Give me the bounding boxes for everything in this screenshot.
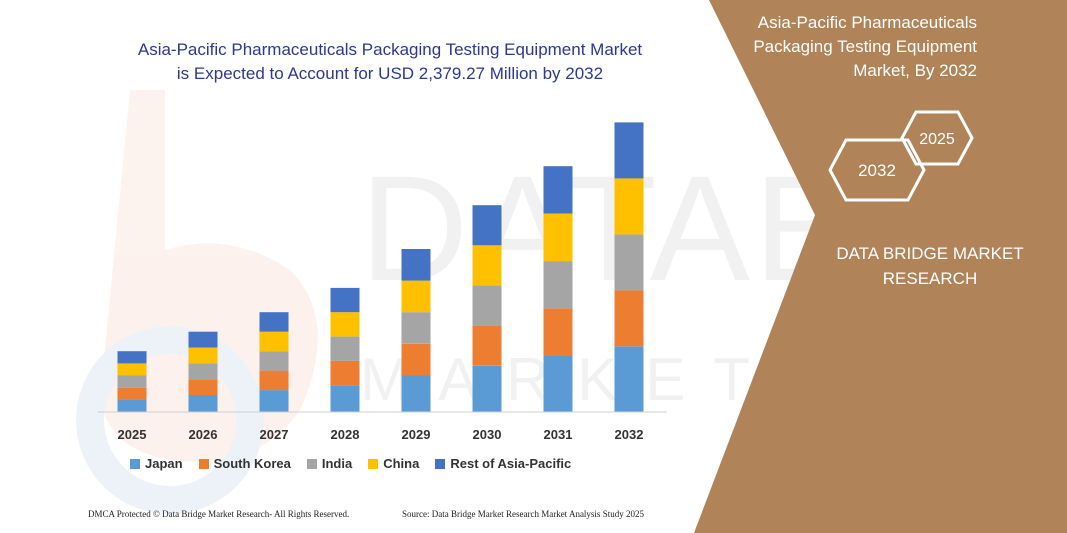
- bar-segment-japan-2028: [330, 385, 360, 412]
- bar-segment-japan-2030: [472, 365, 502, 412]
- bar-segment-japan-2029: [401, 375, 431, 412]
- legend-label-rest-of-asia-pacific: Rest of Asia-Pacific: [450, 456, 572, 471]
- bar-segment-japan-2025: [117, 399, 147, 412]
- bar-segment-south-korea-2027: [259, 370, 289, 391]
- legend-swatch-india: [306, 458, 317, 469]
- badge-2025-hexagon: [900, 110, 974, 166]
- bar-segment-china-2031: [543, 213, 573, 262]
- bar-segment-south-korea-2032: [614, 290, 644, 347]
- bar-segment-rest-of-asia-pacific-2032: [614, 122, 644, 179]
- bar-segment-south-korea-2025: [117, 387, 147, 400]
- bar-segment-rest-of-asia-pacific-2026: [188, 331, 218, 348]
- bar-segment-china-2026: [188, 347, 218, 364]
- footer-copyright: DMCA Protected © Data Bridge Market Rese…: [88, 509, 350, 519]
- bar-segment-rest-of-asia-pacific-2030: [472, 205, 502, 246]
- bar-segment-india-2030: [472, 285, 502, 326]
- bar-segment-japan-2031: [543, 356, 573, 412]
- side-panel-background: [694, 0, 1067, 533]
- bar-segment-china-2028: [330, 312, 360, 337]
- chart-title-line-2: is Expected to Account for USD 2,379.27 …: [176, 64, 604, 83]
- bar-segment-india-2026: [188, 363, 218, 380]
- bar-segment-rest-of-asia-pacific-2031: [543, 166, 573, 214]
- bar-segment-rest-of-asia-pacific-2028: [330, 287, 360, 313]
- plot-area: 2025 2026 2027 2028 2029 2030 2031 2032: [117, 122, 644, 442]
- badge-2032-hexagon: [828, 138, 926, 202]
- side-panel-title-line-1: Asia-Pacific Pharmaceuticals: [757, 13, 977, 32]
- bar-segment-south-korea-2026: [188, 379, 218, 395]
- legend-swatch-japan: [130, 458, 140, 469]
- bar-segment-china-2032: [614, 178, 644, 235]
- bar-segment-india-2025: [117, 375, 147, 388]
- legend-item-china: China: [368, 456, 419, 471]
- legend-label-japan: Japan: [145, 456, 183, 471]
- bar-segment-south-korea-2029: [401, 343, 431, 376]
- bar-segment-india-2031: [543, 261, 573, 309]
- x-tick-label-2031: 2031: [544, 427, 573, 442]
- legend-item-south-korea: South Korea: [198, 456, 291, 471]
- bar-segment-china-2029: [401, 280, 431, 313]
- side-panel-title-line-2: Packaging Testing Equipment: [753, 37, 977, 56]
- bar-segment-japan-2026: [188, 395, 218, 412]
- x-tick-label-2026: 2026: [189, 427, 218, 442]
- bar-segment-south-korea-2028: [330, 360, 360, 386]
- bar-segment-japan-2027: [259, 390, 289, 412]
- bar-segment-south-korea-2031: [543, 308, 573, 356]
- bar-segment-rest-of-asia-pacific-2027: [259, 312, 289, 332]
- bar-segment-india-2029: [401, 312, 431, 344]
- chart-legend: Japan South Korea India China Rest of As…: [130, 456, 571, 471]
- bar-segment-china-2025: [117, 363, 147, 376]
- side-panel-title: Asia-Pacific Pharmaceuticals Packaging T…: [657, 11, 977, 83]
- legend-swatch-south-korea: [198, 458, 209, 469]
- bar-segment-japan-2032: [614, 346, 644, 412]
- x-tick-label-2030: 2030: [473, 427, 502, 442]
- x-tick-label-2027: 2027: [260, 427, 289, 442]
- x-tick-label-2029: 2029: [402, 427, 431, 442]
- chart-title: Asia-Pacific Pharmaceuticals Packaging T…: [80, 38, 700, 86]
- brand-name: DATA BRIDGE MARKET RESEARCH: [820, 241, 1040, 291]
- badge-2025-label: 2025: [919, 131, 955, 148]
- bar-segment-china-2027: [259, 331, 289, 352]
- side-panel-title-line-3: Market, By 2032: [853, 61, 977, 80]
- brand-name-line-2: RESEARCH: [882, 269, 978, 288]
- chart-title-line-1: Asia-Pacific Pharmaceuticals Packaging T…: [137, 40, 643, 59]
- watermark-logo-ring: [76, 326, 264, 514]
- footer-source: Source: Data Bridge Market Research Mark…: [402, 509, 644, 519]
- legend-label-india: India: [321, 456, 353, 471]
- bar-segment-india-2028: [330, 336, 360, 361]
- x-tick-label-2028: 2028: [331, 427, 360, 442]
- bar-segment-south-korea-2030: [472, 325, 502, 366]
- x-tick-label-2025: 2025: [118, 427, 147, 442]
- badge-2032-label: 2032: [858, 161, 896, 180]
- bar-segment-india-2027: [259, 351, 289, 371]
- legend-swatch-rest-of-asia-pacific: [435, 458, 446, 469]
- legend-label-china: China: [383, 456, 420, 471]
- bar-segment-rest-of-asia-pacific-2025: [117, 351, 147, 364]
- legend-item-rest-of-asia-pacific: Rest of Asia-Pacific: [435, 456, 571, 471]
- bar-segment-india-2032: [614, 234, 644, 291]
- legend-swatch-china: [368, 458, 379, 469]
- bar-segment-rest-of-asia-pacific-2029: [401, 249, 431, 281]
- legend-item-india: India: [306, 456, 353, 471]
- legend-item-japan: Japan: [130, 456, 183, 471]
- bar-segment-china-2030: [472, 245, 502, 286]
- x-tick-label-2032: 2032: [615, 427, 644, 442]
- brand-name-line-1: DATA BRIDGE MARKET: [836, 244, 1024, 263]
- legend-label-south-korea: South Korea: [213, 456, 291, 471]
